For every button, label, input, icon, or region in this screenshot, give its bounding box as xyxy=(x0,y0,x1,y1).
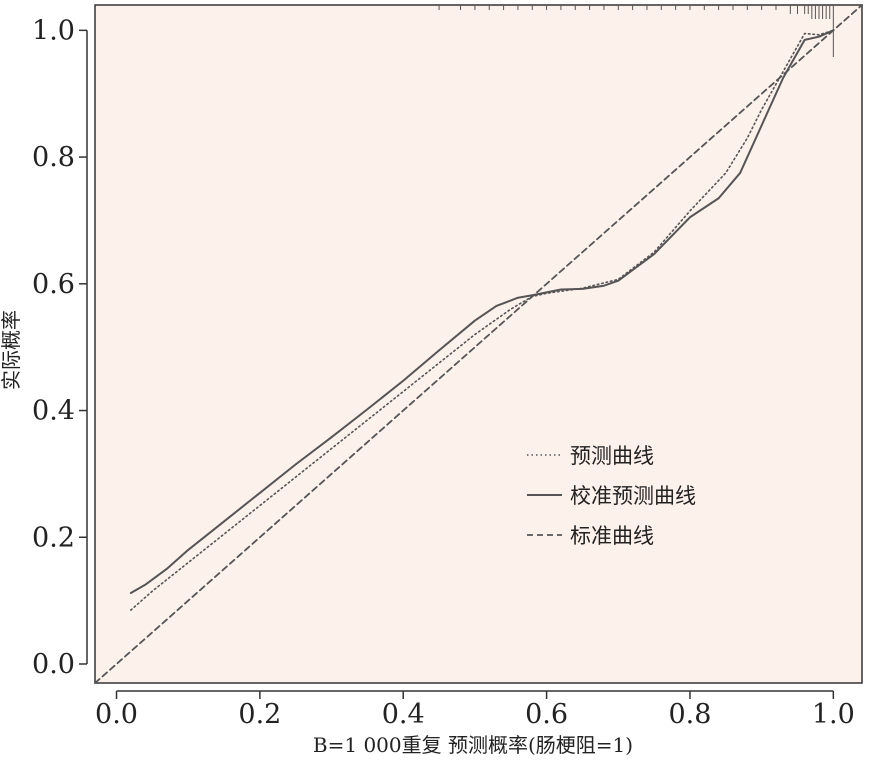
y-tick-label: 1.0 xyxy=(32,15,75,46)
y-tick-label: 0.0 xyxy=(32,649,75,680)
x-tick-label: 0.4 xyxy=(382,699,425,730)
y-axis-title: 实际概率 xyxy=(0,310,23,390)
legend-label-1: 校准预测曲线 xyxy=(570,484,696,508)
y-tick-label: 0.6 xyxy=(32,269,75,300)
series-line-2 xyxy=(94,4,863,684)
y-tick-label: 0.2 xyxy=(32,522,75,553)
x-tick-label: 0.8 xyxy=(668,699,711,730)
y-tick-label: 0.4 xyxy=(32,396,75,427)
axes: 0.0 0.2 0.4 0.6 0.8 1.0 0.0 0.2 0.4 0.6 0.8 1.0 B=1 … xyxy=(0,15,855,757)
y-tick-label: 0.8 xyxy=(32,142,75,173)
series-layer xyxy=(94,4,863,684)
legend-label-0: 预测曲线 xyxy=(570,444,654,468)
x-tick-label: 0.6 xyxy=(525,699,568,730)
series-line-1 xyxy=(129,29,835,595)
x-tick-label: 0.2 xyxy=(238,699,281,730)
x-tick-label: 0.0 xyxy=(95,699,138,730)
legend-label-2: 标准曲线 xyxy=(570,524,654,548)
x-axis-title: B=1 000重复 预测概率(肠梗阻=1) xyxy=(313,733,633,757)
x-tick-label: 1.0 xyxy=(812,699,855,730)
